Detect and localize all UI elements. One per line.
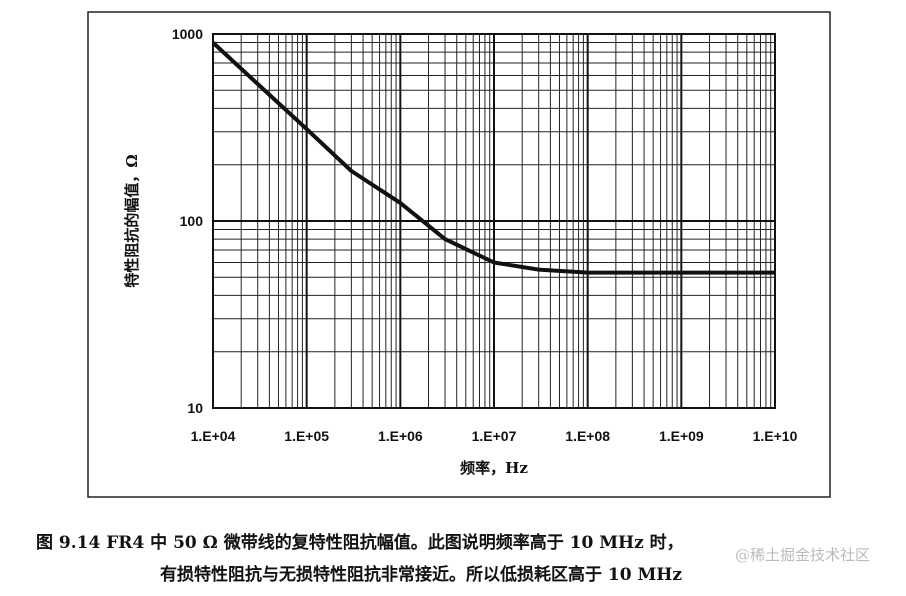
caption-line: 图 9.14 FR4 中 50 Ω 微带线的复特性阻抗幅值。此图说明频率高于 1… xyxy=(36,532,684,553)
y-tick-label: 100 xyxy=(180,213,204,229)
x-tick-label: 1.E+04 xyxy=(191,428,236,444)
plot-border xyxy=(212,33,776,409)
x-tick-label: 1.E+10 xyxy=(753,428,798,444)
x-axis-label: 频率，Hz xyxy=(460,459,528,477)
y-tick-label: 10 xyxy=(187,400,203,416)
x-tick-label: 1.E+09 xyxy=(659,428,704,444)
caption-line: 有损特性阻抗与无损特性阻抗非常接近。所以低损耗区高于 10 MHz xyxy=(160,564,682,585)
x-tick-label: 1.E+07 xyxy=(472,428,517,444)
watermark: @稀土掘金技术社区 xyxy=(735,546,870,564)
data-line xyxy=(211,41,775,275)
y-axis-label: 特性阻抗的幅值，Ω xyxy=(123,154,141,287)
y-tick-label: 1000 xyxy=(172,26,203,42)
x-tick-label: 1.E+05 xyxy=(284,428,329,444)
frame xyxy=(87,11,831,498)
x-tick-label: 1.E+06 xyxy=(378,428,423,444)
x-tick-label: 1.E+08 xyxy=(565,428,610,444)
